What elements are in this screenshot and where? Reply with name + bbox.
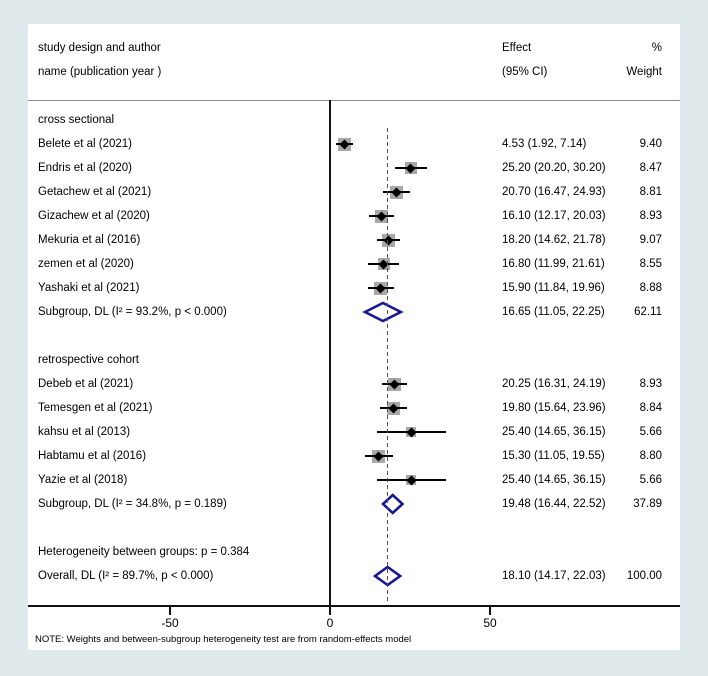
column-header-study-line2: name (publication year ): [38, 66, 162, 78]
study-label: Getachew et al (2021): [38, 186, 152, 198]
effect-value: 15.30 (11.05, 19.55): [502, 450, 605, 462]
effect-value: 16.65 (11.05, 22.25): [502, 306, 605, 318]
x-axis-tick: [169, 607, 171, 615]
study-label: Endris et al (2020): [38, 162, 132, 174]
study-label: Belete et al (2021): [38, 138, 132, 150]
effect-value: 19.80 (15.64, 23.96): [502, 402, 606, 414]
x-axis-tick-label: 50: [483, 616, 497, 630]
plot-layer: cross sectional Belete et al (2021) 4.53 (…: [28, 24, 680, 650]
study-label: kahsu et al (2013): [38, 426, 131, 438]
weight-value: 9.40: [639, 138, 662, 150]
x-axis-tick-label: -50: [161, 616, 179, 630]
x-axis-tick-label: 0: [326, 616, 334, 630]
study-label: zemen et al (2020): [38, 258, 134, 270]
weight-value: 5.66: [639, 426, 662, 438]
effect-value: 25.40 (14.65, 36.15): [502, 426, 606, 438]
effect-value: 18.10 (14.17, 22.03): [502, 570, 606, 582]
footnote: NOTE: Weights and between-subgroup heter…: [35, 634, 412, 645]
zero-axis-line: [329, 100, 331, 606]
weight-value: 8.55: [639, 258, 662, 270]
weight-value: 100.00: [626, 570, 662, 582]
effect-value: 25.40 (14.65, 36.15): [502, 474, 606, 486]
study-label: Gizachew et al (2020): [38, 210, 150, 222]
effect-value: 4.53 (1.92, 7.14): [502, 138, 587, 150]
weight-value: 37.89: [633, 498, 662, 510]
weight-value: 8.80: [639, 450, 662, 462]
summary-diamond: [362, 301, 405, 323]
weight-value: 8.47: [639, 162, 662, 174]
summary-label: Subgroup, DL (I² = 34.8%, p = 0.189): [38, 498, 227, 510]
weight-value: 5.66: [639, 474, 662, 486]
effect-value: 20.70 (16.47, 24.93): [502, 186, 606, 198]
study-label: Temesgen et al (2021): [38, 402, 153, 414]
study-label: Mekuria et al (2016): [38, 234, 141, 246]
column-header-weight-line1: %: [651, 42, 662, 54]
weight-value: 8.84: [639, 402, 662, 414]
effect-value: 20.25 (16.31, 24.19): [502, 378, 606, 390]
plot-panel: study design and author name (publicatio…: [28, 24, 680, 650]
study-label: Yashaki et al (2021): [38, 282, 140, 294]
group-label: cross sectional: [38, 114, 115, 126]
study-label: Debeb et al (2021): [38, 378, 134, 390]
column-header-effect-line2: (95% CI): [502, 66, 548, 78]
header-divider-line: [28, 100, 680, 101]
column-header-study-line1: study design and author: [38, 42, 161, 54]
effect-value: 19.48 (16.44, 22.52): [502, 498, 606, 510]
weight-value: 9.07: [639, 234, 662, 246]
study-label: Habtamu et al (2016): [38, 450, 147, 462]
column-header-effect-line1: Effect: [502, 42, 532, 54]
effect-value: 18.20 (14.62, 21.78): [502, 234, 606, 246]
text-label: Heterogeneity between groups: p = 0.384: [38, 546, 250, 558]
effect-value: 16.10 (12.17, 20.03): [502, 210, 606, 222]
effect-value: 15.90 (11.84, 19.96): [502, 282, 605, 294]
group-label: retrospective cohort: [38, 354, 139, 366]
x-axis-line: [28, 605, 680, 607]
effect-value: 16.80 (11.99, 21.61): [502, 258, 605, 270]
x-axis-tick: [489, 607, 491, 615]
summary-diamond: [380, 493, 404, 515]
weight-value: 8.93: [639, 210, 662, 222]
x-axis-tick: [329, 607, 331, 615]
weight-value: 8.93: [639, 378, 662, 390]
study-label: Yazie et al (2018): [38, 474, 128, 486]
summary-label: Subgroup, DL (I² = 93.2%, p < 0.000): [38, 306, 227, 318]
weight-value: 62.11: [634, 306, 662, 318]
summary-label: Overall, DL (I² = 89.7%, p < 0.000): [38, 570, 214, 582]
effect-value: 25.20 (20.20, 30.20): [502, 162, 606, 174]
column-header-weight-line2: Weight: [626, 66, 662, 78]
overall-estimate-reference-line: [387, 128, 389, 604]
weight-value: 8.88: [639, 282, 662, 294]
weight-value: 8.81: [639, 186, 662, 198]
